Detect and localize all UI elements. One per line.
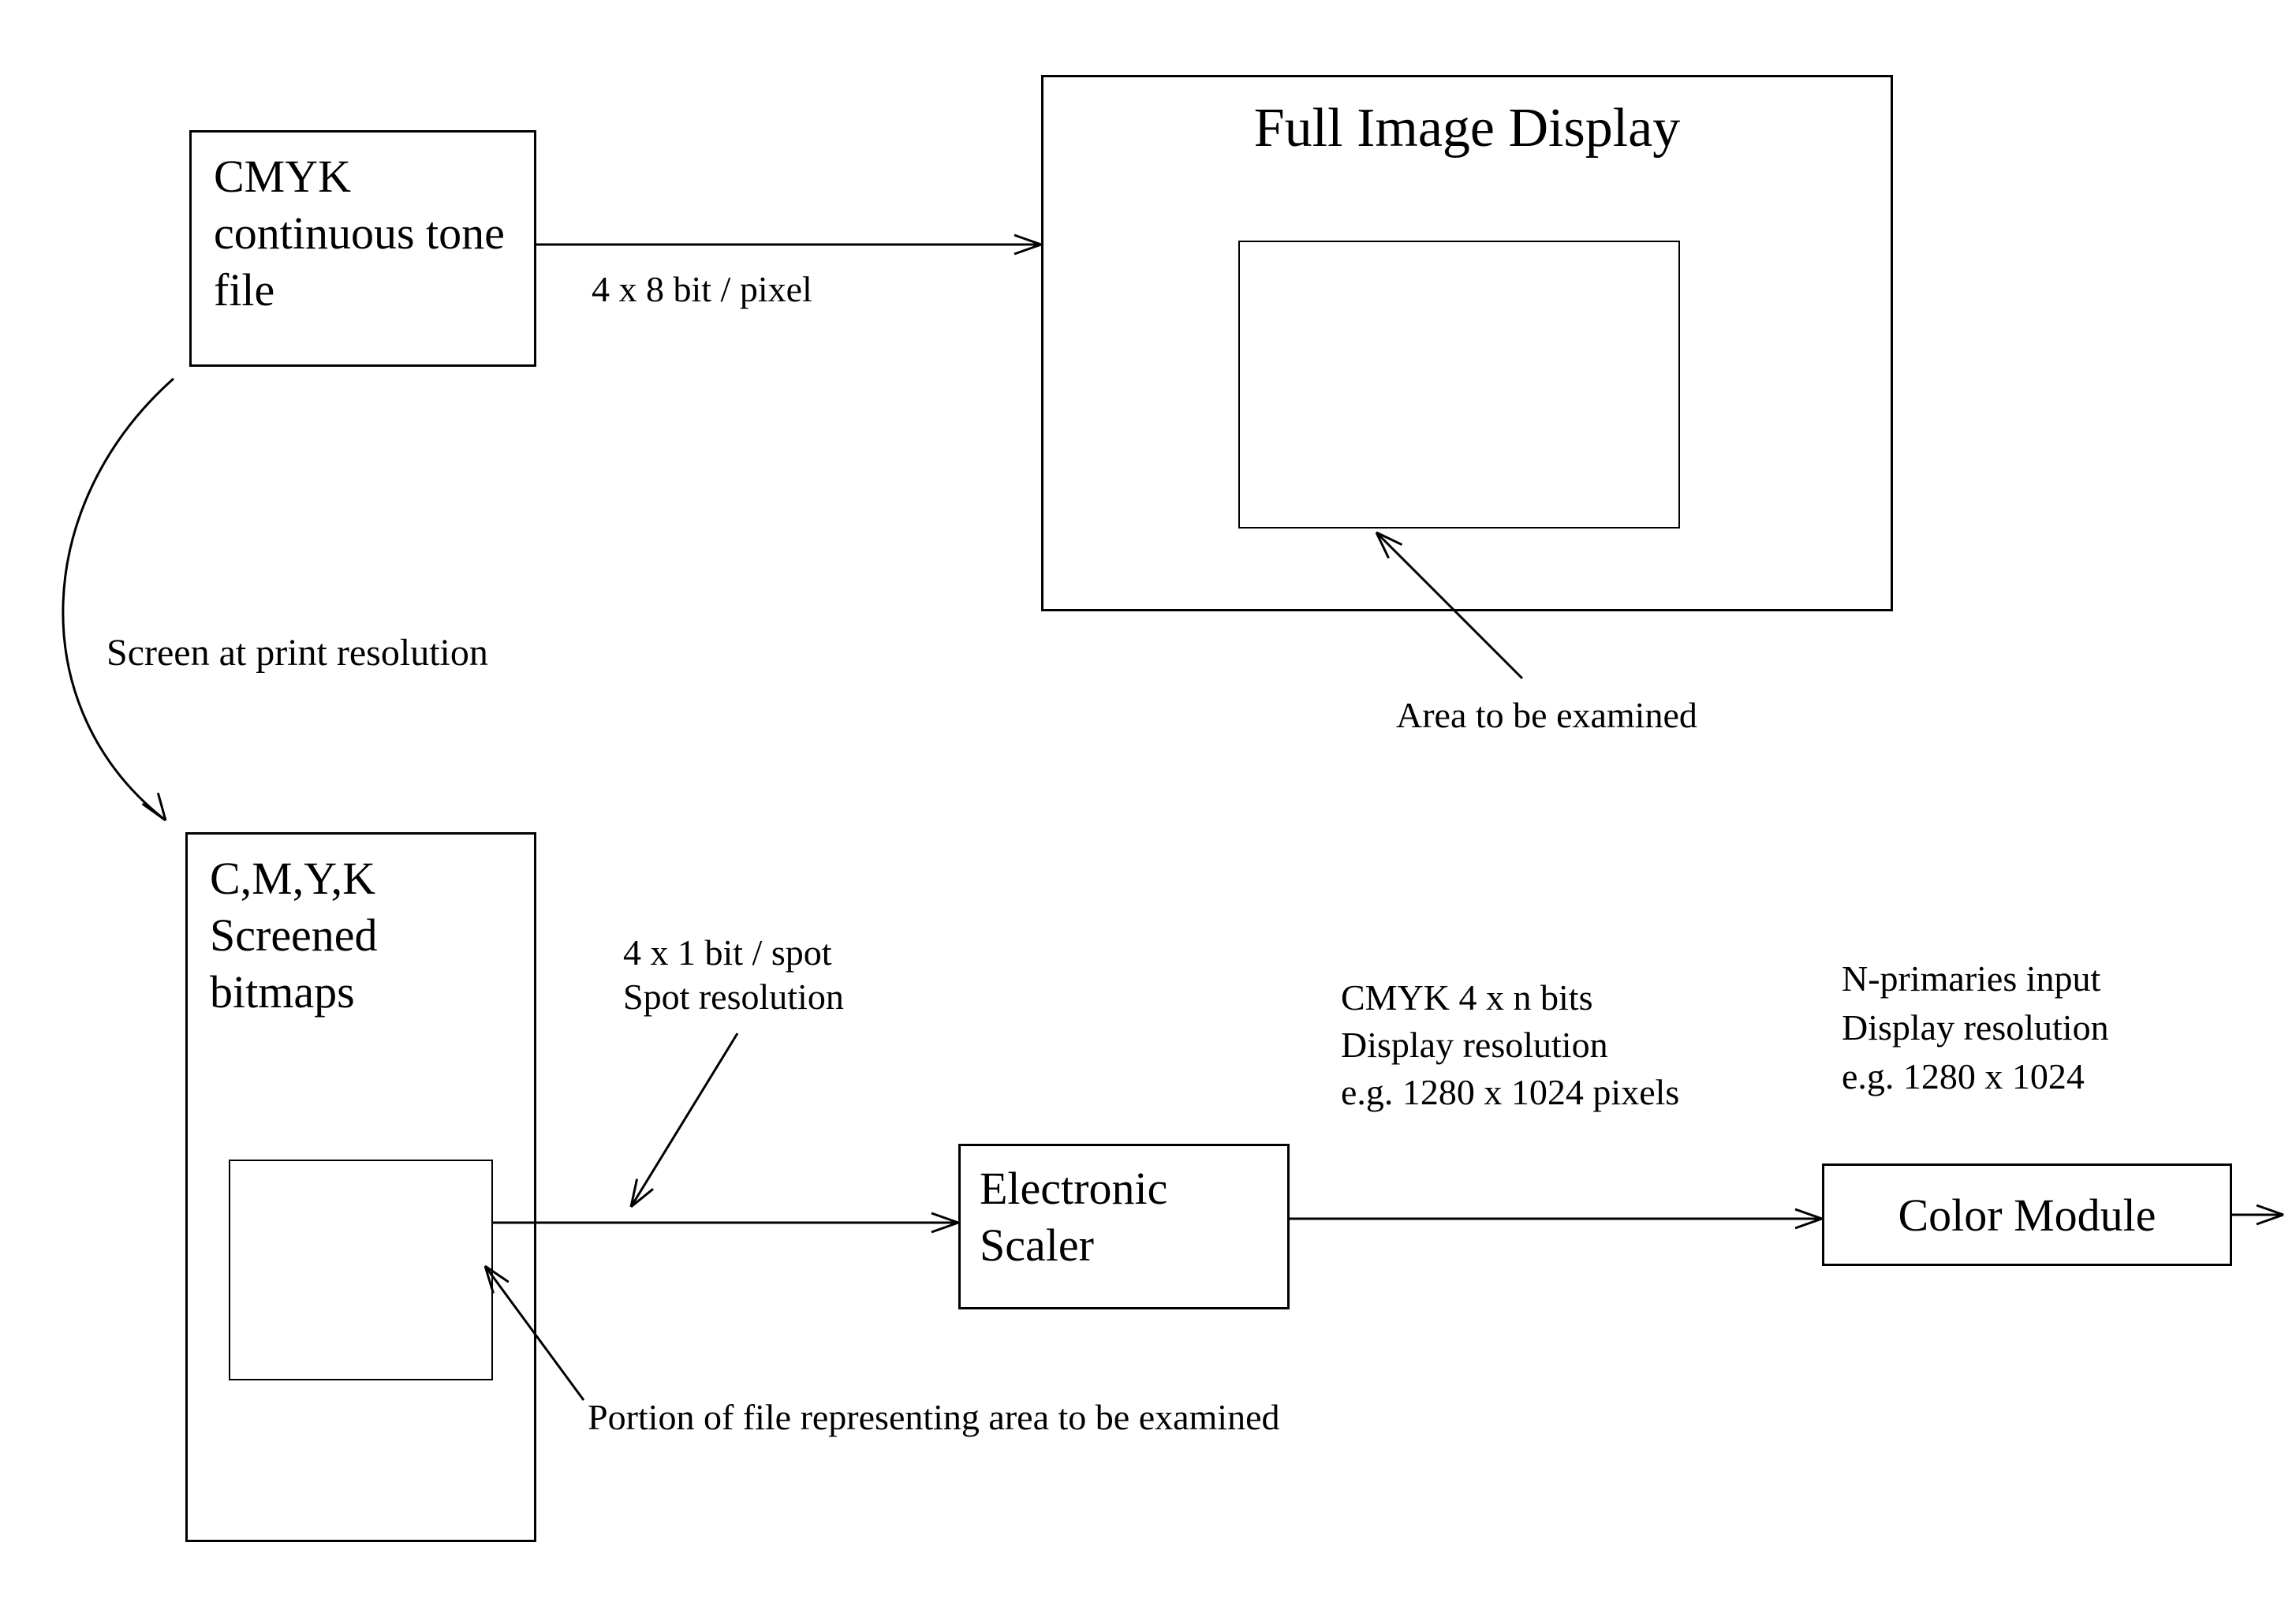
node-cmyk-file-label: CMYK continuous tone file <box>214 148 512 319</box>
node-cmyk-file: CMYK continuous tone file <box>189 130 536 367</box>
label-area-examined: Area to be examined <box>1396 694 1697 736</box>
label-n-primaries: N-primaries input Display resolution e.g… <box>1842 954 2109 1101</box>
label-screen-at-print: Screen at print resolution <box>106 631 488 674</box>
label-portion-of-file: Portion of file representing area to be … <box>588 1396 1280 1438</box>
node-full-display-inner-rect <box>1238 241 1680 529</box>
node-screened-bitmaps-label: C,M,Y,K Screened bitmaps <box>210 850 512 1021</box>
node-color-module-label: Color Module <box>1898 1189 2156 1242</box>
node-screened-bitmaps-inner-rect <box>229 1160 493 1380</box>
node-electronic-scaler: Electronic Scaler <box>958 1144 1290 1309</box>
label-bits-per-pixel: 4 x 8 bit / pixel <box>592 268 812 310</box>
label-cmyk-n-bits: CMYK 4 x n bits Display resolution e.g. … <box>1341 974 1679 1116</box>
node-electronic-scaler-label: Electronic Scaler <box>980 1160 1268 1274</box>
label-bits-per-spot: 4 x 1 bit / spot Spot resolution <box>623 931 844 1019</box>
node-full-display-title: Full Image Display <box>1043 97 1891 160</box>
node-color-module: Color Module <box>1822 1163 2232 1266</box>
